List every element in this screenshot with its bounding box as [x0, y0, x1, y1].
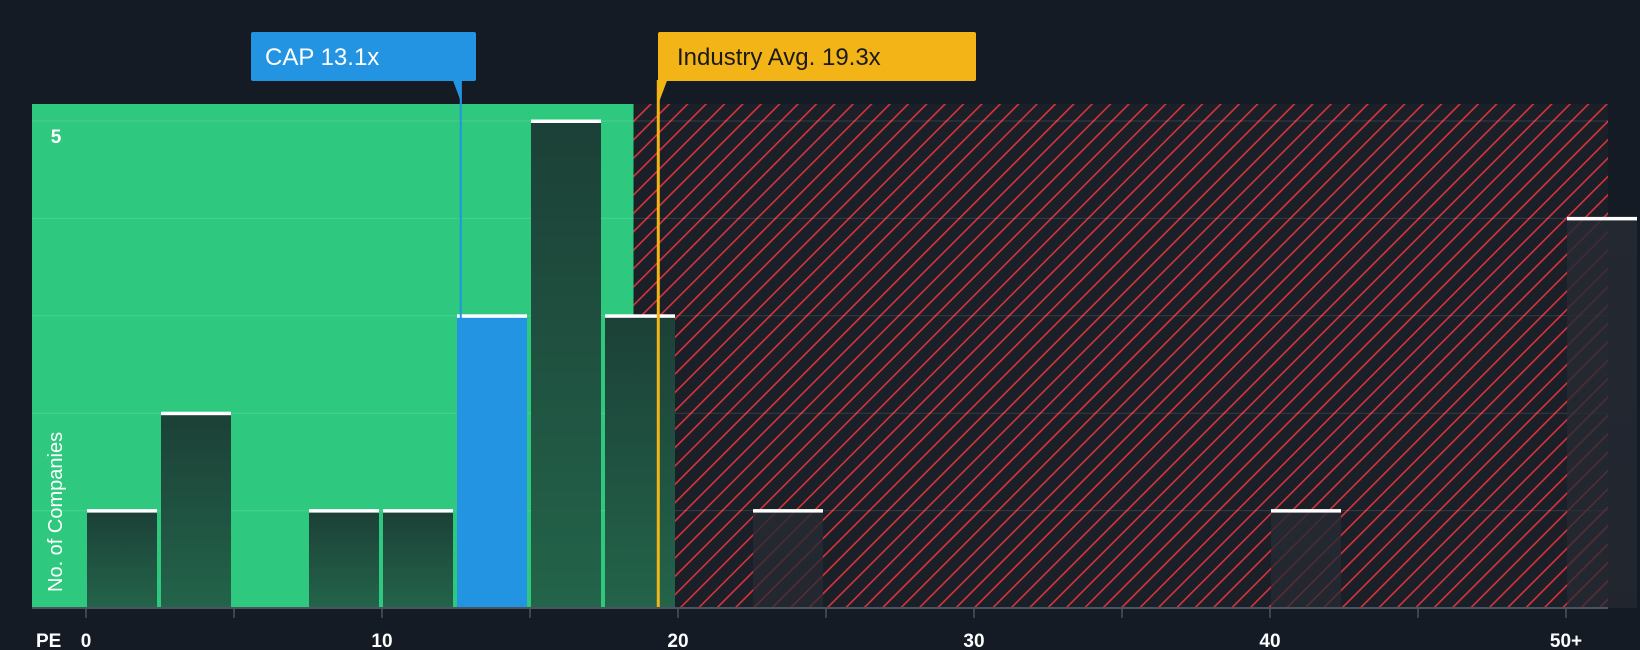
industry-marker-box [658, 32, 976, 81]
histogram-bar-cap-5 [457, 314, 527, 318]
histogram-bar-5 [457, 315, 527, 608]
x-tick-label-30: 30 [963, 631, 984, 650]
histogram-bar-cap-3 [309, 509, 379, 513]
histogram-bar-3 [309, 510, 379, 608]
x-tick-label-20: 20 [667, 631, 688, 650]
histogram-bar-cap-9 [1271, 509, 1341, 513]
industry-marker-pointer [658, 80, 668, 104]
histogram-bar-2 [161, 413, 231, 608]
x-tick-label-10: 10 [371, 631, 392, 650]
histogram-bar-9 [1271, 510, 1341, 608]
histogram-bar-cap-8 [753, 509, 823, 513]
histogram-bar-4 [383, 510, 453, 608]
histogram-bar-cap-7 [605, 314, 675, 318]
y-tick-label-5: 5 [51, 127, 62, 148]
industry-marker-label: Industry Avg. 19.3x [677, 44, 881, 71]
company-marker-pointer [452, 80, 462, 104]
x-tick-label-50plus: 50+ [1550, 631, 1582, 650]
histogram-bar-cap-10 [1567, 216, 1637, 221]
histogram-bar-cap-1 [87, 509, 157, 513]
histogram-bar-6 [531, 121, 601, 608]
x-axis-label: PE [36, 631, 61, 650]
histogram-bar-cap-4 [383, 509, 453, 513]
x-tick-label-40: 40 [1259, 631, 1280, 650]
company-marker-box [251, 32, 476, 81]
x-tick-label-0: 0 [81, 631, 92, 650]
histogram-bar-cap-2 [161, 411, 231, 416]
histogram-bar-cap-6 [531, 119, 601, 123]
histogram-bar-1 [87, 510, 157, 608]
histogram-bar-8 [753, 510, 823, 608]
company-marker-label: CAP 13.1x [265, 44, 379, 71]
histogram-bar-7 [605, 315, 675, 608]
y-axis-label: No. of Companies [45, 432, 67, 592]
histogram-bar-10 [1567, 218, 1637, 608]
